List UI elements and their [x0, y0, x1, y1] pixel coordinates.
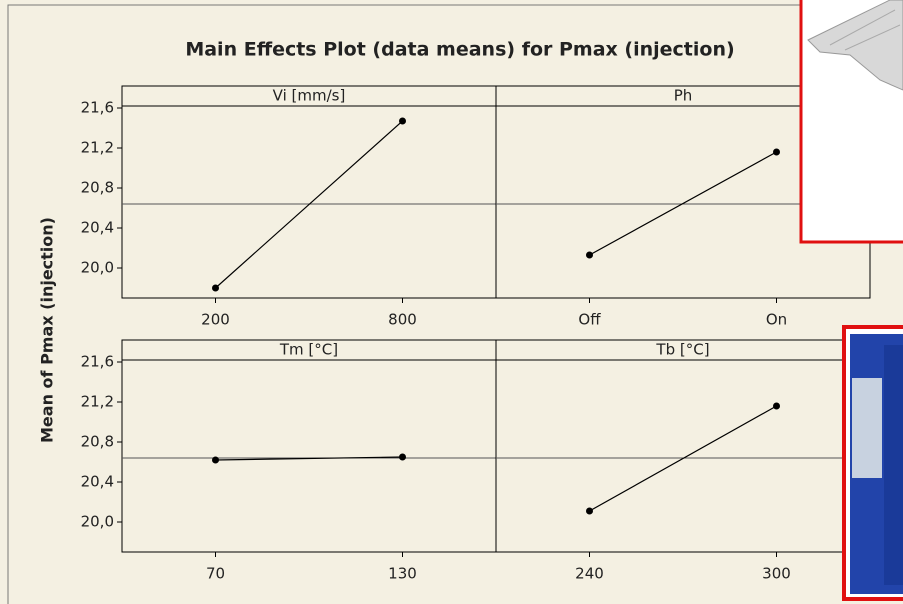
y-tick-label: 20,0: [81, 513, 114, 531]
y-tick-label: 21,2: [81, 393, 114, 411]
data-point: [773, 149, 780, 156]
y-tick-label: 21,2: [81, 139, 114, 157]
data-point: [399, 118, 406, 125]
y-tick-label: 20,0: [81, 259, 114, 277]
chart-title: Main Effects Plot (data means) for Pmax …: [185, 39, 734, 61]
x-tick-label: 240: [575, 565, 604, 583]
y-tick-label: 20,4: [81, 473, 114, 491]
y-axis-label: Mean of Pmax (injection): [38, 217, 57, 443]
panel-title: Tb [°C]: [655, 341, 709, 359]
panel-title: Vi [mm/s]: [273, 87, 346, 105]
x-tick-label: 800: [388, 311, 417, 329]
data-point: [212, 285, 219, 292]
chart: Main Effects Plot (data means) for Pmax …: [0, 0, 903, 604]
x-tick-label: 130: [388, 565, 417, 583]
x-tick-label: Off: [578, 311, 601, 329]
machine-panel: [884, 345, 903, 585]
y-tick-label: 20,8: [81, 179, 114, 197]
y-tick-label: 21,6: [81, 99, 114, 117]
x-tick-label: 70: [206, 565, 225, 583]
y-tick-label: 20,4: [81, 219, 114, 237]
data-point: [212, 457, 219, 464]
photo-part: [801, 0, 903, 242]
machine-window: [852, 378, 882, 478]
page: {"chart_data": {"type": "line", "title":…: [0, 0, 903, 604]
photo-machine: [844, 327, 903, 599]
background: [0, 0, 903, 604]
data-point: [773, 403, 780, 410]
x-tick-label: 200: [201, 311, 230, 329]
x-tick-label: 300: [762, 565, 791, 583]
y-tick-label: 21,6: [81, 353, 114, 371]
data-point: [586, 508, 593, 515]
panel-title: Tm [°C]: [279, 341, 338, 359]
x-tick-label: On: [766, 311, 787, 329]
data-point: [586, 252, 593, 259]
data-point: [399, 454, 406, 461]
y-tick-label: 20,8: [81, 433, 114, 451]
panel-title: Ph: [674, 87, 693, 105]
